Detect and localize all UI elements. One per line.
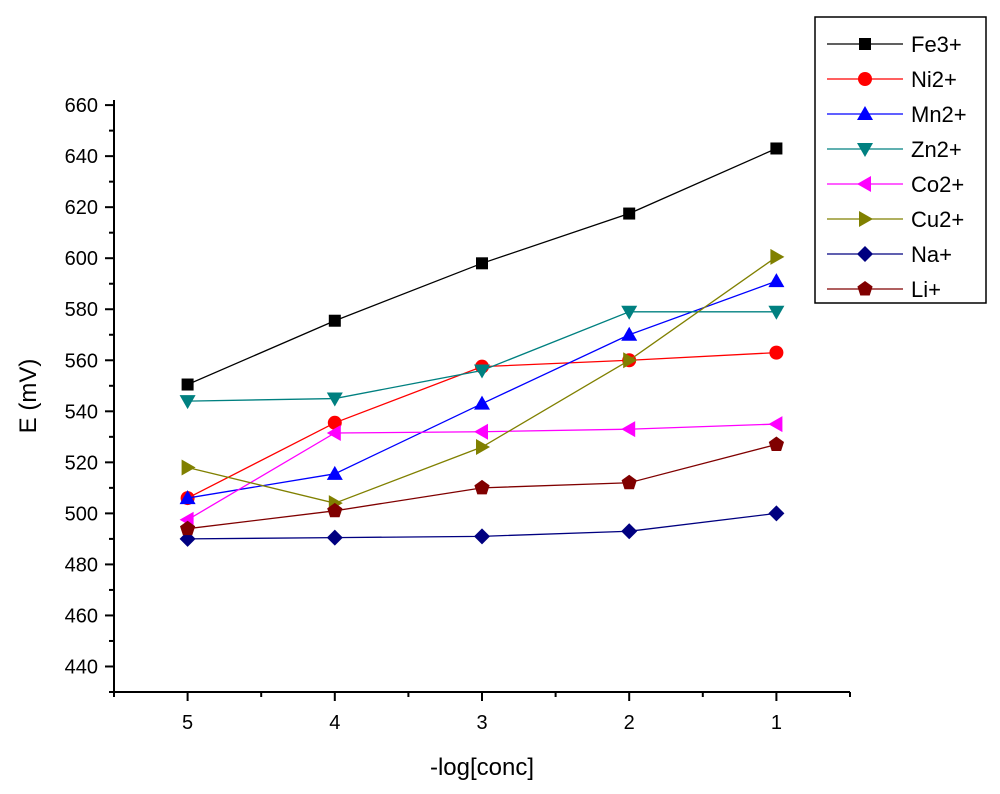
data-point <box>768 416 783 433</box>
data-point <box>179 395 196 410</box>
y-tick-label: 460 <box>65 605 98 627</box>
data-point <box>621 421 636 438</box>
y-tick-label: 580 <box>65 299 98 321</box>
legend-label: Li+ <box>911 277 941 302</box>
series-co2-plus <box>179 416 783 528</box>
y-axis-title: E (mV) <box>15 359 42 434</box>
legend-marker <box>857 106 873 120</box>
legend-label: Cu2+ <box>911 207 964 232</box>
series-line <box>187 280 777 499</box>
legend-label: Co2+ <box>911 172 964 197</box>
x-tick-label: 1 <box>771 712 782 734</box>
series-fe3-plus <box>181 142 783 391</box>
x-tick-label: 3 <box>476 712 487 734</box>
legend-item: Na+ <box>827 242 952 267</box>
legend-item: Fe3+ <box>827 32 962 57</box>
series-mn2-plus <box>179 273 785 505</box>
data-point <box>621 305 638 320</box>
y-tick-label: 540 <box>65 401 98 423</box>
y-tick-label: 500 <box>65 503 98 525</box>
data-point <box>623 352 638 369</box>
data-point <box>181 459 196 476</box>
x-tick-label: 5 <box>182 712 193 734</box>
data-point <box>179 520 196 536</box>
legend-item: Cu2+ <box>827 207 964 232</box>
x-tick-label: 2 <box>624 712 635 734</box>
data-point <box>179 490 196 505</box>
data-point <box>768 436 785 451</box>
data-point <box>768 273 785 288</box>
legend-box <box>814 16 987 304</box>
data-point <box>474 395 490 410</box>
data-point <box>474 479 490 495</box>
axes: 440 460 480 500 520 540 560 580 600 620 640 660 5 4 3 2… <box>65 95 851 734</box>
data-point <box>326 465 343 480</box>
series-li-plus <box>179 436 785 536</box>
series-cu2-plus <box>181 248 785 512</box>
legend-label: Fe3+ <box>911 32 962 57</box>
data-point <box>181 378 194 391</box>
data-point <box>326 392 343 407</box>
legend-marker <box>858 72 872 86</box>
data-point <box>474 528 490 545</box>
y-tick-label: 480 <box>65 554 98 576</box>
legend-marker <box>859 211 873 227</box>
data-point <box>326 425 341 441</box>
data-point <box>621 474 637 490</box>
data-point <box>768 505 785 522</box>
y-tick-label: 560 <box>65 350 98 372</box>
legend-label: Zn2+ <box>911 137 962 162</box>
data-point <box>769 345 784 360</box>
legend-marker <box>857 281 873 296</box>
data-point <box>768 305 785 320</box>
x-tick-label: 4 <box>329 712 340 734</box>
legend-item: Zn2+ <box>827 137 962 162</box>
data-point <box>621 326 638 341</box>
series-zn2-plus <box>179 305 785 410</box>
legend-label: Na+ <box>911 242 952 267</box>
data-point <box>621 523 638 540</box>
legend-label: Mn2+ <box>911 102 967 127</box>
legend-marker <box>859 38 871 50</box>
legend-item: Mn2+ <box>827 102 967 127</box>
y-tick-label: 520 <box>65 452 98 474</box>
data-point <box>770 248 785 265</box>
data-point <box>474 364 490 379</box>
y-tick-label: 640 <box>65 146 98 168</box>
series-na-plus <box>179 505 785 547</box>
legend-marker <box>857 176 871 192</box>
data-point <box>474 423 488 440</box>
legend-item: Li+ <box>827 277 941 302</box>
y-tick-label: 660 <box>65 95 98 117</box>
legend-marker <box>857 143 873 157</box>
data-point <box>476 439 490 456</box>
data-point <box>770 142 783 155</box>
legend-item: Ni2+ <box>827 67 957 92</box>
y-tick-label: 620 <box>65 197 98 219</box>
y-tick-label: 440 <box>65 656 98 678</box>
data-point <box>328 314 341 327</box>
series-layer <box>179 142 785 547</box>
data-point <box>476 257 488 270</box>
series-line <box>187 423 777 521</box>
data-point <box>623 207 636 220</box>
x-axis-title: -log[conc] <box>430 754 534 781</box>
legend-item: Co2+ <box>827 172 964 197</box>
legend-label: Ni2+ <box>911 67 957 92</box>
y-tick-label: 600 <box>65 248 98 270</box>
data-point <box>326 529 343 546</box>
legend: Fe3+ Ni2+ Mn2+ Zn2+ Co2+ Cu2+ Na+ Li+ <box>814 16 987 304</box>
data-point <box>327 502 343 518</box>
legend-marker <box>857 246 873 262</box>
data-point <box>327 415 342 430</box>
series-line <box>187 311 777 402</box>
series-line <box>187 256 777 504</box>
